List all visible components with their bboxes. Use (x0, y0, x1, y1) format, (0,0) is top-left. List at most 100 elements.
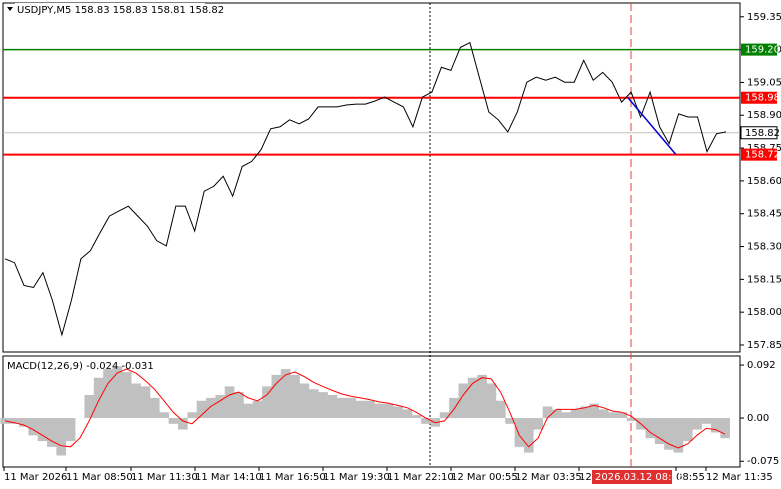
macd-bar (290, 374, 300, 419)
macd-bar (93, 377, 104, 419)
macd-bar (682, 418, 693, 442)
x-tick-label: 12 Mar 03:35 (515, 472, 582, 483)
macd-bar (608, 412, 618, 419)
macd-bar (673, 418, 684, 453)
macd-bar (439, 412, 450, 419)
symbol-icon (7, 7, 13, 11)
macd-bar (177, 418, 188, 430)
macd-bar (234, 392, 244, 419)
macd-bar (458, 383, 469, 419)
macd-bar (495, 400, 506, 419)
macd-bar (598, 409, 609, 419)
y-tick-label: 158.15 (747, 274, 781, 285)
macd-bar (65, 418, 76, 442)
macd-title: MACD(12,26,9) -0.024 -0.031 (7, 361, 154, 372)
trend-line (627, 97, 677, 156)
macd-bar (299, 383, 310, 419)
macd-bar (196, 400, 207, 419)
macd-bar (262, 386, 272, 419)
macd-bar (131, 383, 141, 419)
macd-bar (56, 418, 67, 456)
level-label: 159.20 (745, 45, 780, 56)
macd-bar (393, 406, 403, 419)
macd-bar (140, 386, 151, 419)
y-tick-label: 158.60 (747, 176, 781, 187)
level-badge (741, 91, 777, 104)
macd-bar (561, 412, 572, 419)
x-tick-label: 08:55 (676, 472, 705, 483)
x-tick-label: 11 Mar 11:30 (131, 472, 198, 483)
macd-bar (664, 418, 674, 450)
x-tick-label: 11 Mar 14:10 (195, 472, 262, 483)
current-label: 158.82 (745, 128, 780, 139)
chart-title: USDJPY,M5 158.83 158.83 158.81 158.82 (17, 5, 224, 16)
macd-bar (215, 395, 226, 419)
macd-frame (2, 355, 741, 468)
macd-bar (149, 397, 160, 419)
x-tick-label: 11 Mar 16:50 (259, 472, 326, 483)
x-tick-label: 11 Mar 2026 (4, 472, 67, 483)
macd-bar (121, 371, 132, 419)
signal-line (4, 368, 726, 449)
macd-bar (206, 397, 216, 419)
macd-bar (514, 418, 525, 447)
macd-bar (654, 418, 665, 444)
macd-bar (486, 383, 497, 419)
macd-bar (327, 395, 338, 419)
macd-bar (224, 386, 235, 419)
x-tick-label: 12 (579, 472, 592, 483)
macd-bar (47, 418, 57, 447)
macd-bar (570, 409, 581, 419)
macd-bar (374, 403, 385, 419)
macd-bar (280, 369, 291, 419)
macd-bar (523, 418, 534, 453)
macd-bar (318, 392, 328, 419)
macd-bar (112, 366, 123, 419)
macd-bar (626, 418, 637, 421)
macd-bar (383, 403, 394, 419)
macd-bar (542, 406, 553, 419)
y-tick-label: 158.00 (747, 307, 781, 318)
macd-bar (159, 412, 169, 419)
macd-bar (355, 400, 366, 419)
macd-bar (28, 418, 39, 436)
y-tick-label: 159.05 (747, 77, 781, 88)
macd-bar (346, 397, 356, 419)
y-tick-label: 158.90 (747, 110, 781, 121)
y-tick-label: 158.45 (747, 209, 781, 220)
time-highlight: 2026.03.12 08:25 (595, 472, 684, 483)
macd-bar (449, 397, 459, 419)
macd-bar (168, 418, 179, 424)
macd-bar (243, 403, 254, 419)
macd-bar (84, 395, 95, 419)
macd-bar (720, 418, 730, 439)
x-tick-label: 11 Mar 08:50 (66, 472, 133, 483)
y-tick-label: 0.00 (747, 413, 769, 424)
level-label: 158.98 (745, 93, 780, 104)
macd-bar (617, 412, 628, 419)
price-line (4, 41, 727, 337)
y-tick-label: 0.092 (747, 360, 776, 371)
current-badge (740, 126, 778, 140)
macd-bar (580, 406, 590, 419)
macd-bar (187, 412, 197, 419)
x-tick-label: 12 Mar 11:35 (706, 472, 773, 483)
macd-bar (37, 418, 48, 442)
macd-bar (103, 369, 113, 419)
macd-bar (336, 397, 347, 419)
macd-bar (411, 415, 422, 419)
price-frame (2, 2, 741, 353)
macd-bar (505, 418, 515, 424)
y-tick-label: 158.75 (747, 143, 781, 154)
x-tick-label: 11 Mar 22:10 (387, 472, 454, 483)
level-badge (741, 43, 777, 56)
macd-bar (710, 418, 721, 433)
macd-bar (271, 374, 282, 419)
macd-bar (252, 400, 263, 419)
macd-bar (477, 374, 487, 419)
x-tick-label: 12 Mar 00:55 (451, 472, 518, 483)
y-tick-label: 158.30 (747, 242, 781, 253)
y-tick-label: 159.35 (747, 12, 781, 23)
macd-bar (308, 389, 319, 419)
